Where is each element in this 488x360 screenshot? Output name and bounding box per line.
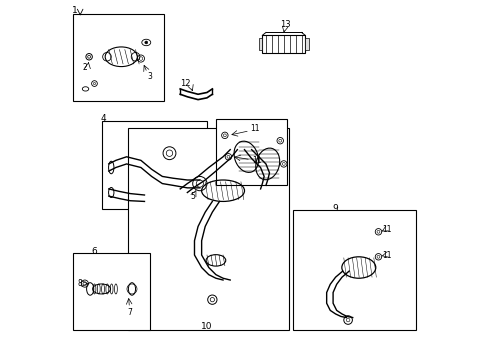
Text: 6: 6 <box>91 247 97 256</box>
Text: 11: 11 <box>250 124 260 133</box>
Text: 11: 11 <box>382 251 391 260</box>
Text: 3: 3 <box>147 72 152 81</box>
Bar <box>73 253 149 330</box>
Text: 10: 10 <box>201 322 212 331</box>
Bar <box>73 14 164 102</box>
Text: 12: 12 <box>180 79 190 88</box>
Bar <box>305 38 308 50</box>
Text: 1: 1 <box>72 6 78 15</box>
Bar <box>292 210 415 330</box>
Text: 11: 11 <box>382 225 391 234</box>
Bar <box>128 128 288 330</box>
Circle shape <box>144 41 147 44</box>
Text: 2: 2 <box>82 63 87 72</box>
Bar <box>262 35 305 53</box>
Text: 5: 5 <box>190 192 195 201</box>
Bar <box>258 38 262 50</box>
Bar <box>216 119 287 185</box>
Text: 4: 4 <box>101 114 106 123</box>
Bar <box>102 121 206 208</box>
Text: 13: 13 <box>280 20 290 29</box>
Text: 8: 8 <box>77 279 81 288</box>
Text: 7: 7 <box>127 308 132 317</box>
Text: 9: 9 <box>332 204 338 213</box>
Text: 11: 11 <box>252 156 261 165</box>
